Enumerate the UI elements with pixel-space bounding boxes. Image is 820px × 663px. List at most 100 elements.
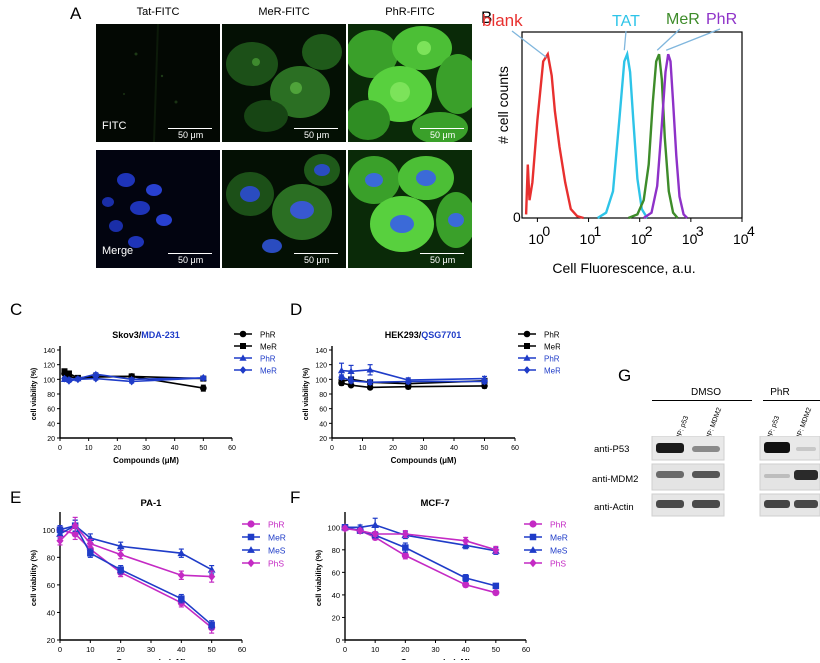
- x-tick-label: 20: [389, 445, 397, 452]
- series-line: [345, 524, 496, 552]
- annotation-tat: TAT: [612, 13, 640, 30]
- data-point: [524, 343, 530, 349]
- viability-chart-skov3: Skov3/MDA-231 0 10 20 30 40 50 60 20 40 60 80 100 120…: [31, 330, 277, 465]
- legend-label: PhR: [544, 331, 560, 340]
- data-point: [402, 544, 409, 551]
- x-tick-label: 30: [147, 645, 155, 654]
- group-label-dmso: DMSO: [691, 387, 721, 398]
- data-point: [61, 368, 68, 375]
- y-tick-label: 40: [319, 421, 327, 428]
- y-tick-label: 60: [319, 407, 327, 414]
- data-point: [239, 354, 247, 361]
- series-line: [59, 529, 213, 629]
- y-tick-label: 80: [47, 392, 55, 399]
- data-point: [74, 375, 82, 384]
- annotation-mer: MeR: [666, 11, 700, 28]
- annotation-arrow-blank: [511, 30, 547, 58]
- scale-bar-6: [420, 253, 464, 254]
- x-tick-label: 40: [177, 645, 185, 654]
- legend-label: PhR: [268, 520, 285, 530]
- x-tick-label: 30: [142, 445, 150, 452]
- x-tick-label: 60: [228, 445, 236, 452]
- annotation-phr: PhR: [706, 11, 737, 28]
- scale-bar-3: [420, 128, 464, 129]
- data-point: [404, 377, 412, 386]
- x-tick-exponent: 4: [747, 223, 755, 239]
- lane-label-phr-mdm2: IP: MDM2: [796, 406, 814, 439]
- y-tick-label: 60: [47, 581, 55, 590]
- legend-label: MeR: [544, 343, 560, 352]
- x-tick-label: 40: [450, 445, 458, 452]
- legend-label: PhR: [260, 355, 276, 364]
- data-point: [92, 370, 100, 377]
- y-tick-label: 20: [47, 636, 55, 645]
- y-tick-label: 100: [315, 377, 327, 384]
- annotation-arrow-tat: [623, 30, 627, 51]
- blot-row-label-actin: anti-Actin: [594, 502, 634, 513]
- data-point: [247, 558, 255, 568]
- x-tick-label: 20: [113, 445, 121, 452]
- y-tick-label: 60: [332, 568, 340, 577]
- column-title-mer: MeR-FITC: [258, 6, 310, 18]
- series-phr: [56, 525, 216, 634]
- data-point: [178, 595, 185, 602]
- x-tick-label: 10: [86, 645, 94, 654]
- lane-label-phr-p53: IP: p53: [767, 415, 782, 439]
- column-title-tat: Tat-FITC: [136, 6, 180, 18]
- micrograph-tat-merge: [96, 150, 220, 268]
- data-point: [177, 571, 185, 580]
- legend-label: PhS: [550, 559, 566, 569]
- micrograph-phr-fitc: [348, 24, 472, 142]
- y-tick-label: 20: [319, 436, 327, 443]
- data-point: [529, 546, 537, 553]
- chart-title: Skov3/MDA-231: [112, 330, 180, 340]
- panel-label-d: D: [290, 300, 303, 319]
- x-tick-label: 50: [492, 645, 500, 654]
- x-axis-label: Compounds (μM): [116, 657, 186, 660]
- y-tick-label: 40: [332, 591, 340, 600]
- legend-label: PhR: [544, 355, 560, 364]
- data-point: [492, 545, 500, 555]
- x-tick-label: 20: [401, 645, 409, 654]
- panel-label-g: G: [618, 366, 632, 385]
- x-tick-label: 0: [343, 645, 347, 654]
- data-point: [529, 533, 537, 541]
- blot-image: [651, 436, 820, 517]
- chart-title-part: QSG7701: [421, 330, 461, 340]
- data-point: [61, 374, 68, 383]
- x-axis-label: Cell Fluorescence, a.u.: [552, 260, 695, 276]
- y-tick-label: 40: [47, 608, 55, 617]
- x-tick-label: 10: [371, 645, 379, 654]
- series-line: [341, 368, 485, 381]
- data-point: [337, 366, 346, 374]
- histogram-phr: [643, 53, 689, 219]
- micrograph-mer-fitc: [222, 24, 346, 142]
- group-line-phr: [763, 400, 820, 401]
- data-point: [492, 582, 500, 590]
- scale-bar-1: [168, 128, 212, 129]
- data-point: [401, 551, 409, 560]
- y-tick-label: 20: [47, 436, 55, 443]
- chart-title: MCF-7: [420, 498, 449, 509]
- x-tick-base: 10: [528, 231, 544, 247]
- annotation-arrow-phr: [665, 28, 721, 51]
- data-point: [462, 574, 469, 582]
- blot-row-label-p53: anti-P53: [594, 444, 630, 455]
- legend-label: MeR: [260, 343, 277, 352]
- x-axis-label: Compounds (μM): [113, 456, 179, 465]
- x-tick-exponent: 0: [542, 223, 550, 239]
- data-point: [247, 533, 255, 541]
- y-axis-label: cell viability (%): [29, 549, 38, 606]
- data-point: [338, 373, 345, 382]
- x-tick-label: 30: [431, 645, 439, 654]
- column-title-phr: PhR-FITC: [385, 6, 435, 18]
- annotation-blank: blank: [482, 11, 523, 30]
- legend-label: MeR: [550, 533, 568, 543]
- data-point: [341, 524, 349, 533]
- x-tick-label: 10: [359, 445, 367, 452]
- y-axis-label: cell viability (%): [303, 368, 310, 421]
- data-point: [200, 384, 207, 392]
- data-point: [117, 566, 124, 573]
- series-line: [59, 524, 212, 578]
